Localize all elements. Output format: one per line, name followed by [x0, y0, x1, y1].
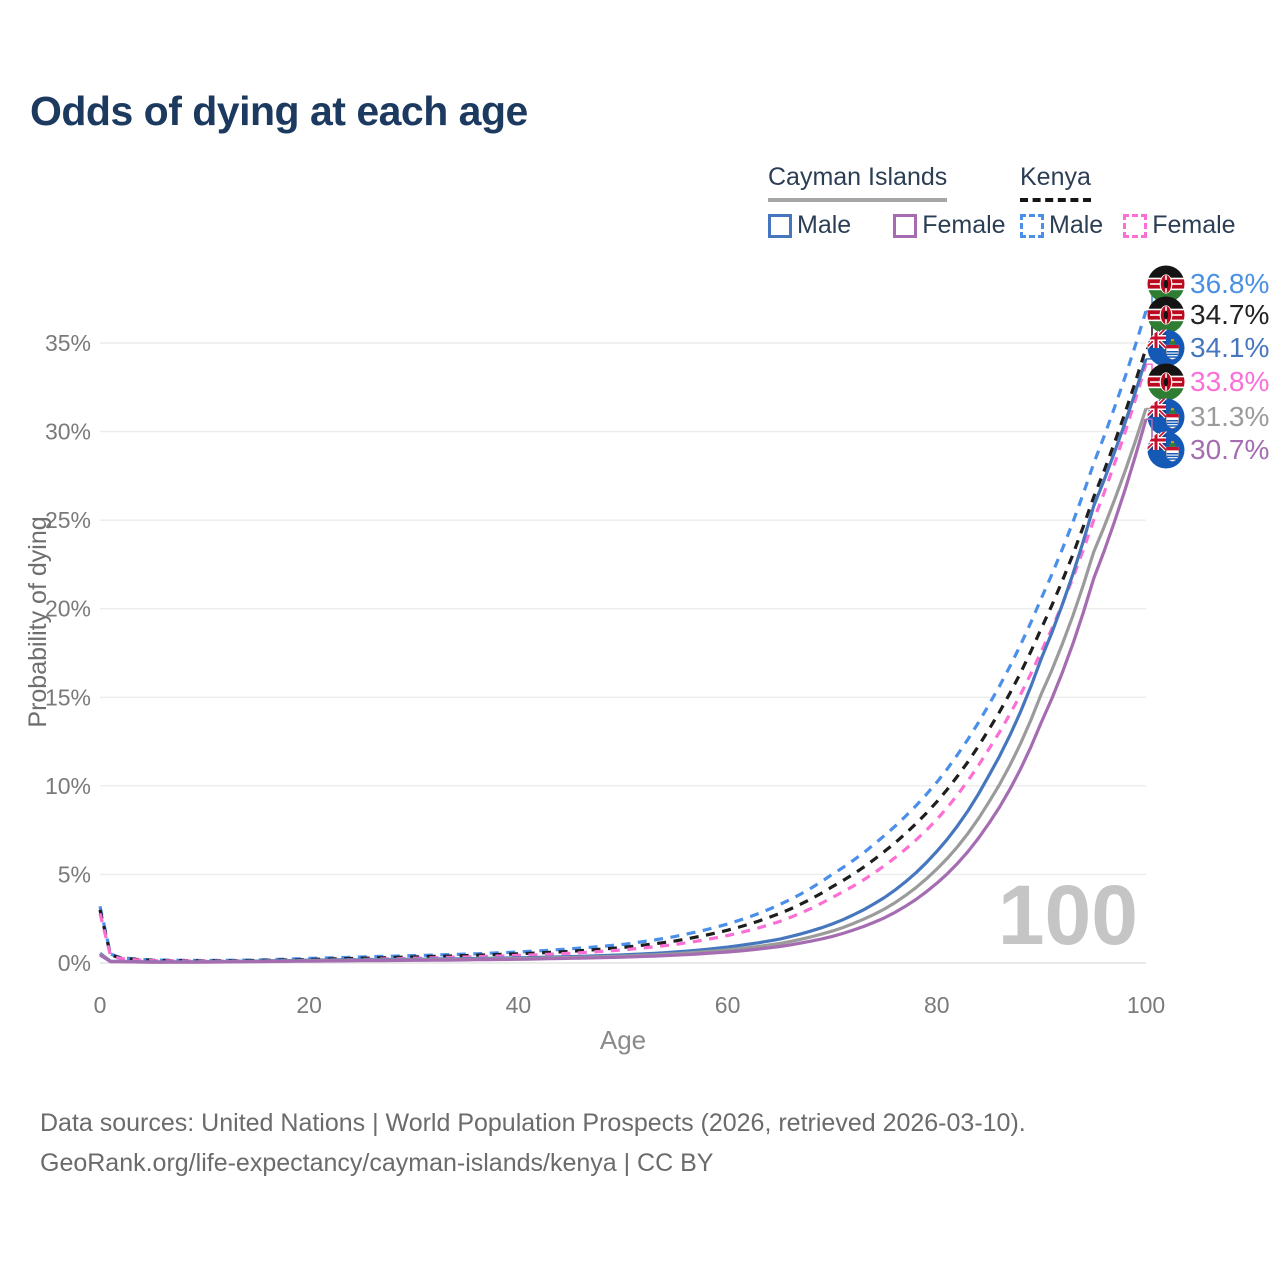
y-axis-title: Probability of dying: [24, 516, 52, 727]
series-line-kenya-male[interactable]: [98, 310, 1148, 963]
end-value-label: 34.1%: [1190, 332, 1269, 363]
series-line-cayman-islands-male[interactable]: [99, 358, 1148, 964]
x-tick-label: 0: [94, 992, 107, 1018]
end-value-label: 31.3%: [1190, 401, 1269, 432]
legend-item-label: Male: [1049, 211, 1104, 239]
legend-item-kenya-male[interactable]: Male: [1020, 211, 1103, 240]
page-title: Odds of dying at each age: [30, 88, 528, 134]
end-value-label: 30.7%: [1190, 434, 1269, 465]
legend-group-kenya: Kenya Male Female: [1020, 163, 1236, 240]
series-line-kenya-female[interactable]: [98, 363, 1148, 963]
y-tick-label: 25%: [45, 507, 91, 533]
age-counter-watermark: 100: [998, 868, 1138, 962]
y-tick-label: 5%: [58, 861, 91, 887]
legend-item-cayman-islands-female[interactable]: Female: [893, 211, 1006, 240]
x-tick-label: 100: [1127, 992, 1165, 1018]
legend-item-kenya-female[interactable]: Female: [1123, 211, 1236, 240]
cayman-islands-male-swatch-icon: [768, 213, 792, 238]
legend-group-cayman-islands: Cayman Islands Male Female: [768, 163, 1006, 240]
y-tick-label: 0%: [58, 950, 91, 976]
series-line-kenya-all[interactable]: [98, 347, 1148, 963]
y-tick-label: 20%: [45, 596, 91, 622]
end-value-label: 33.8%: [1190, 366, 1269, 397]
cayman-islands-female-swatch-icon: [893, 213, 918, 238]
legend-item-label: Female: [1152, 211, 1236, 239]
legend-header-cayman-islands[interactable]: Cayman Islands: [768, 163, 948, 202]
x-tick-label: 80: [924, 992, 950, 1018]
x-tick-label: 40: [506, 992, 532, 1018]
end-value-label: 36.8%: [1190, 268, 1269, 299]
x-tick-label: 20: [296, 992, 322, 1018]
y-tick-label: 15%: [45, 684, 91, 710]
series-line-cayman-islands-female[interactable]: [99, 418, 1148, 964]
legend-item-cayman-islands-male[interactable]: Male: [768, 211, 851, 240]
kenya-male-swatch-icon: [1020, 213, 1044, 238]
data-sources-line: Data sources: United Nations | World Pop…: [40, 1109, 1026, 1137]
kenya-female-swatch-icon: [1123, 213, 1148, 238]
legend-item-label: Male: [797, 211, 852, 239]
y-tick-label: 35%: [45, 330, 91, 356]
y-tick-label: 30%: [45, 419, 91, 445]
x-axis-title: Age: [600, 1025, 646, 1055]
legend-item-label: Female: [922, 211, 1006, 239]
y-tick-label: 10%: [45, 773, 91, 799]
x-tick-label: 60: [715, 992, 741, 1018]
footer: Data sources: United Nations | World Pop…: [40, 1103, 1026, 1183]
series-line-cayman-islands-all[interactable]: [99, 408, 1148, 964]
legend-header-kenya[interactable]: Kenya: [1020, 163, 1091, 202]
end-value-label: 34.7%: [1190, 299, 1269, 330]
attribution-line: GeoRank.org/life-expectancy/cayman-islan…: [40, 1149, 714, 1177]
